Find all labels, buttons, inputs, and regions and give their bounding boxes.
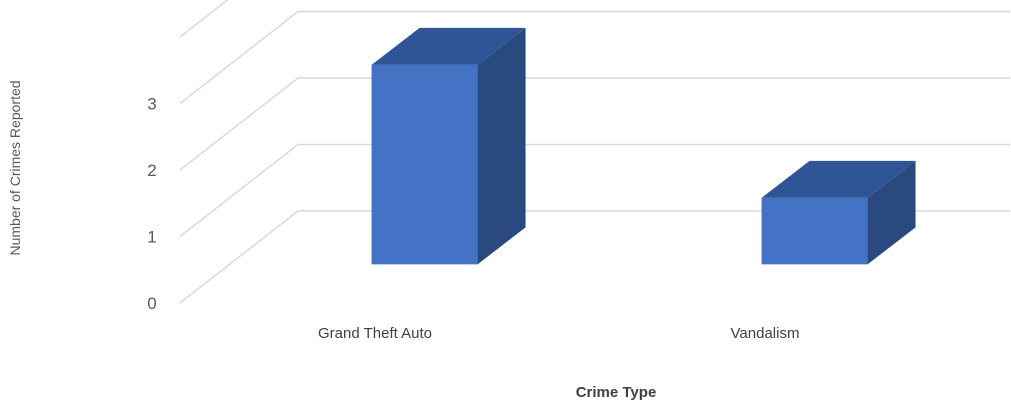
bar-side [477,27,526,265]
bars [371,27,916,265]
category-label: Vandalism [731,325,800,342]
y-axis-label: Number of Crimes Reported [7,80,23,255]
bar-front [761,197,868,265]
gridline-diagonal [179,0,229,38]
gridline-diagonal [179,10,299,105]
bar-top [761,160,916,198]
gridline-diagonal [179,77,299,171]
y-tick-label: 3 [147,95,156,114]
gridline-diagonal [179,210,299,304]
y-axis-ticks: 0 1 2 3 [147,95,156,314]
category-label: Grand Theft Auto [318,325,432,342]
y-tick-label: 2 [147,161,156,180]
bar-front [371,64,478,265]
bar-side [867,160,916,265]
y-tick-label: 0 [147,294,156,313]
bar [371,27,526,265]
bar [761,160,916,265]
gridline-diagonal [179,143,299,238]
x-axis-label: Crime Type [576,384,657,401]
x-axis-categories: Grand Theft Auto Vandalism [318,325,799,342]
gridlines [179,0,1010,304]
y-tick-label: 1 [147,228,156,247]
bar-top [371,27,526,65]
